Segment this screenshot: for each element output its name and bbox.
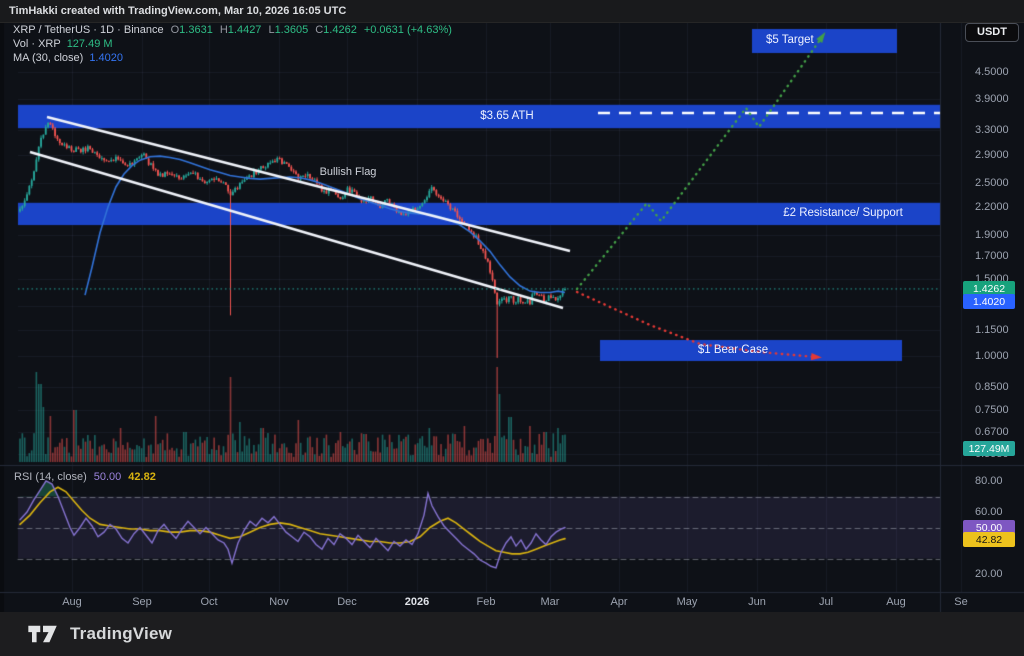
low-label: L <box>268 24 275 36</box>
last-price-badge: 1.4262 <box>963 281 1015 296</box>
tradingview-wordmark[interactable]: TradingView <box>70 624 173 643</box>
time-tick-label: Oct <box>200 596 218 608</box>
time-tick-label: Aug <box>62 596 82 608</box>
price-tick-label: 0.8500 <box>975 380 1009 393</box>
time-tick-label: Jun <box>748 596 766 608</box>
time-tick-label: Sep <box>132 596 152 608</box>
rsi-label[interactable]: RSI (14, close) <box>14 471 87 483</box>
rsi-legend: RSI (14, close) 50.00 42.82 <box>14 471 156 483</box>
ma-price-badge: 1.4020 <box>963 294 1015 309</box>
rsi-tick-label: 60.00 <box>975 506 1003 518</box>
bullish-flag-label: Bullish Flag <box>319 166 377 178</box>
price-tick-label: 3.3000 <box>975 124 1009 137</box>
time-tick-label: May <box>676 596 698 608</box>
price-tick-label: 2.9000 <box>975 148 1009 161</box>
symbol-legend: XRP / TetherUS · 1D · Binance O1.3631 H1.4… <box>13 24 452 36</box>
close-value: 1.4262 <box>323 24 357 36</box>
rsi-badge: 50.00 <box>963 520 1015 535</box>
low-value: 1.3605 <box>274 24 309 36</box>
open-label: O <box>170 24 180 36</box>
change-value: +0.0631 (+4.63%) <box>363 24 452 36</box>
volume-legend: Vol · XRP 127.49 M <box>13 38 113 50</box>
attribution-bar: TimHakki created with TradingView.com, M… <box>0 0 1024 23</box>
symbol-title[interactable]: XRP / TetherUS · 1D · Binance <box>13 24 164 36</box>
resistance-band-label: £2 Resistance/ Support <box>783 207 903 219</box>
target-box-label: $5 Target <box>766 34 814 46</box>
currency-toggle-button[interactable]: USDT <box>965 23 1019 42</box>
time-tick-label: 2026 <box>404 596 430 608</box>
price-tick-label: 1.1500 <box>975 323 1009 336</box>
high-value: 1.4427 <box>227 24 262 36</box>
price-tick-label: 1.0000 <box>975 350 1009 362</box>
time-tick-label: Se <box>954 596 968 608</box>
rsi-tick-label: 80.00 <box>975 475 1003 487</box>
volume-value: 127.49 M <box>66 38 113 50</box>
time-tick-label: Jul <box>818 596 834 608</box>
ma-legend: MA (30, close) 1.4020 <box>13 52 123 64</box>
price-tick-label: 0.6700 <box>975 425 1009 438</box>
high-label: H <box>219 24 228 36</box>
ma-label[interactable]: MA (30, close) <box>13 52 84 64</box>
bear-box-label: $1 Bear Case <box>697 344 769 356</box>
price-tick-label: 2.5000 <box>975 176 1009 189</box>
rsi-tick-label: 20.00 <box>975 568 1003 580</box>
time-tick-label: Apr <box>610 596 628 608</box>
tradingview-logo-icon[interactable] <box>26 623 60 645</box>
volume-label[interactable]: Vol · XRP <box>13 38 61 50</box>
rsi-signal-value: 42.82 <box>128 471 156 483</box>
price-tick-label: 0.7500 <box>975 404 1009 417</box>
volume-badge: 127.49M <box>963 441 1015 456</box>
open-value: 1.3631 <box>179 24 213 36</box>
price-tick-label: 4.5000 <box>975 65 1009 78</box>
price-tick-label: 2.2000 <box>975 201 1009 214</box>
price-tick-label: 1.7000 <box>975 249 1009 262</box>
rsi-value: 50.00 <box>93 471 122 483</box>
price-tick-label: 3.9000 <box>975 92 1009 105</box>
price-tick-label: 1.9000 <box>975 228 1009 241</box>
ma-value: 1.4020 <box>89 52 123 64</box>
time-tick-label: Aug <box>886 596 906 608</box>
time-tick-label: Nov <box>269 596 289 608</box>
time-tick-label: Dec <box>337 596 357 608</box>
rsi-signal-badge: 42.82 <box>963 532 1015 547</box>
time-tick-label: Feb <box>476 596 496 608</box>
footer-bar: TradingView <box>0 612 1024 656</box>
attribution-text: TimHakki created with TradingView.com, M… <box>9 5 347 17</box>
ath-band-label: $3.65 ATH <box>480 110 534 122</box>
close-label: C <box>315 24 324 36</box>
time-tick-label: Mar <box>540 596 560 608</box>
